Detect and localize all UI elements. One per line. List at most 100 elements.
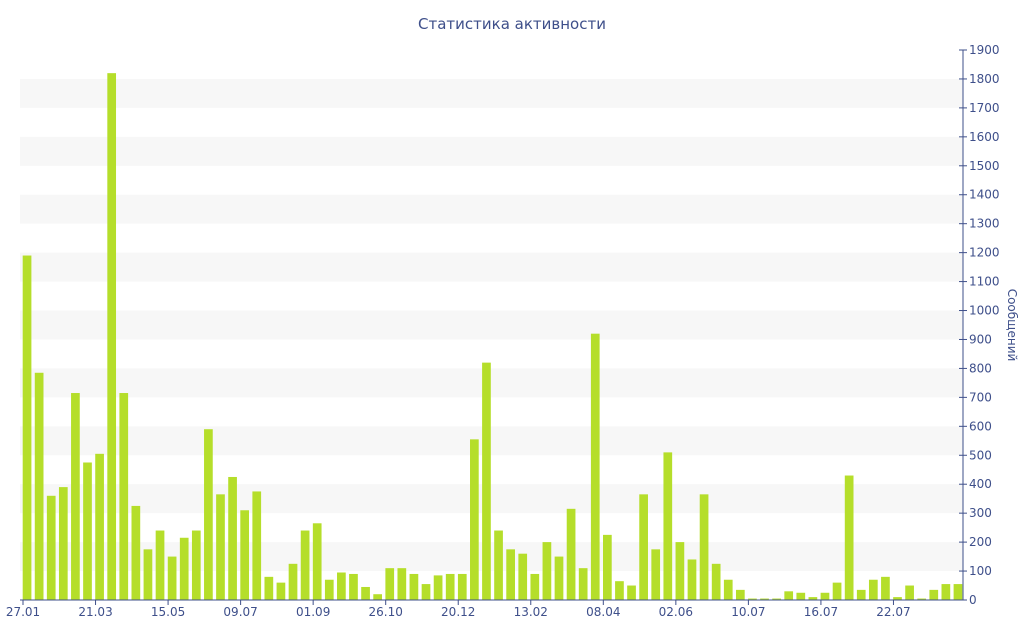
bar[interactable]: [240, 510, 250, 600]
bar[interactable]: [905, 585, 914, 600]
bar[interactable]: [71, 393, 80, 600]
bar[interactable]: [663, 452, 673, 600]
bar[interactable]: [252, 491, 262, 600]
bar[interactable]: [191, 530, 201, 600]
bar[interactable]: [711, 563, 721, 600]
bar[interactable]: [590, 333, 600, 600]
y-tick-label: 1300: [969, 217, 1000, 231]
bar[interactable]: [530, 573, 540, 600]
grid-band: [20, 194, 963, 224]
bar[interactable]: [554, 556, 564, 600]
x-axis-ticks: 27.01 21.03 15.05 09.07 01.09 26.10 20.12 13.02…: [6, 600, 911, 619]
bar[interactable]: [760, 598, 769, 600]
bar[interactable]: [748, 598, 757, 600]
bar[interactable]: [216, 494, 225, 600]
bars: [22, 73, 963, 601]
bar[interactable]: [107, 73, 117, 600]
bar[interactable]: [288, 563, 298, 600]
bar[interactable]: [421, 584, 431, 600]
x-tick-label: 15.05: [151, 605, 185, 619]
bar[interactable]: [784, 591, 794, 600]
bar[interactable]: [349, 573, 358, 600]
bar[interactable]: [361, 586, 370, 600]
bar[interactable]: [276, 582, 286, 600]
bar[interactable]: [687, 559, 697, 600]
bar[interactable]: [627, 585, 636, 600]
bar[interactable]: [457, 573, 467, 600]
bar[interactable]: [324, 579, 334, 600]
bar[interactable]: [131, 505, 141, 600]
bar[interactable]: [409, 573, 419, 600]
y-tick-label: 1500: [969, 159, 1000, 173]
bar[interactable]: [844, 475, 854, 600]
bar[interactable]: [723, 579, 733, 600]
bar[interactable]: [300, 530, 310, 600]
x-tick-label: 10.07: [731, 605, 765, 619]
bar[interactable]: [893, 597, 902, 600]
bar[interactable]: [143, 549, 153, 600]
bar[interactable]: [312, 523, 322, 600]
bar[interactable]: [433, 575, 443, 600]
bar[interactable]: [856, 589, 866, 600]
bar[interactable]: [179, 537, 189, 600]
bar[interactable]: [832, 582, 842, 600]
bar[interactable]: [228, 476, 237, 600]
grid-band: [20, 426, 963, 456]
bar[interactable]: [796, 592, 806, 600]
bar[interactable]: [445, 573, 455, 600]
y-axis-ticks: 0 100 200 300 400 500 600 700 800 900 1000 1100 1200…: [959, 43, 1000, 607]
y-tick-label: 500: [969, 448, 992, 462]
bar[interactable]: [941, 584, 951, 600]
grid-band: [20, 78, 963, 108]
grid-band: [20, 252, 963, 282]
y-tick-label: 400: [969, 477, 992, 491]
bar[interactable]: [167, 556, 177, 600]
bar[interactable]: [929, 589, 939, 600]
bar[interactable]: [155, 530, 165, 600]
y-tick-label: 1100: [969, 275, 1000, 289]
bar[interactable]: [46, 495, 56, 600]
bar[interactable]: [482, 362, 491, 600]
y-tick-label: 200: [969, 535, 992, 549]
grid-bands: [20, 78, 963, 572]
bar[interactable]: [119, 393, 129, 600]
bar[interactable]: [470, 439, 479, 600]
bar[interactable]: [264, 576, 274, 600]
bar[interactable]: [808, 597, 818, 600]
bar[interactable]: [373, 594, 382, 600]
y-tick-label: 0: [969, 593, 977, 607]
bar[interactable]: [735, 589, 745, 600]
y-tick-label: 700: [969, 390, 992, 404]
bar[interactable]: [772, 598, 781, 600]
bar[interactable]: [651, 549, 661, 600]
bar[interactable]: [917, 598, 927, 600]
bar[interactable]: [58, 487, 68, 600]
bar[interactable]: [566, 508, 576, 600]
bar[interactable]: [22, 255, 32, 601]
bar[interactable]: [397, 568, 407, 600]
y-tick-label: 1700: [969, 101, 1000, 115]
grid-band: [20, 136, 963, 166]
bar[interactable]: [204, 429, 213, 600]
grid-band: [20, 542, 963, 572]
bar[interactable]: [385, 568, 395, 600]
bar[interactable]: [953, 584, 963, 600]
bar[interactable]: [542, 542, 552, 600]
bar[interactable]: [699, 494, 709, 600]
bar[interactable]: [675, 542, 685, 600]
bar[interactable]: [95, 453, 104, 600]
bar[interactable]: [639, 494, 648, 600]
bar[interactable]: [881, 576, 890, 600]
bar[interactable]: [615, 581, 624, 600]
bar[interactable]: [506, 549, 515, 600]
bar[interactable]: [518, 553, 528, 600]
x-tick-label: 22.07: [876, 605, 910, 619]
bar[interactable]: [337, 572, 346, 601]
bar[interactable]: [34, 372, 44, 600]
bar[interactable]: [494, 530, 503, 600]
bar[interactable]: [820, 592, 830, 600]
bar[interactable]: [868, 579, 878, 600]
bar[interactable]: [83, 462, 92, 601]
bar[interactable]: [578, 568, 588, 600]
bar[interactable]: [603, 534, 612, 600]
